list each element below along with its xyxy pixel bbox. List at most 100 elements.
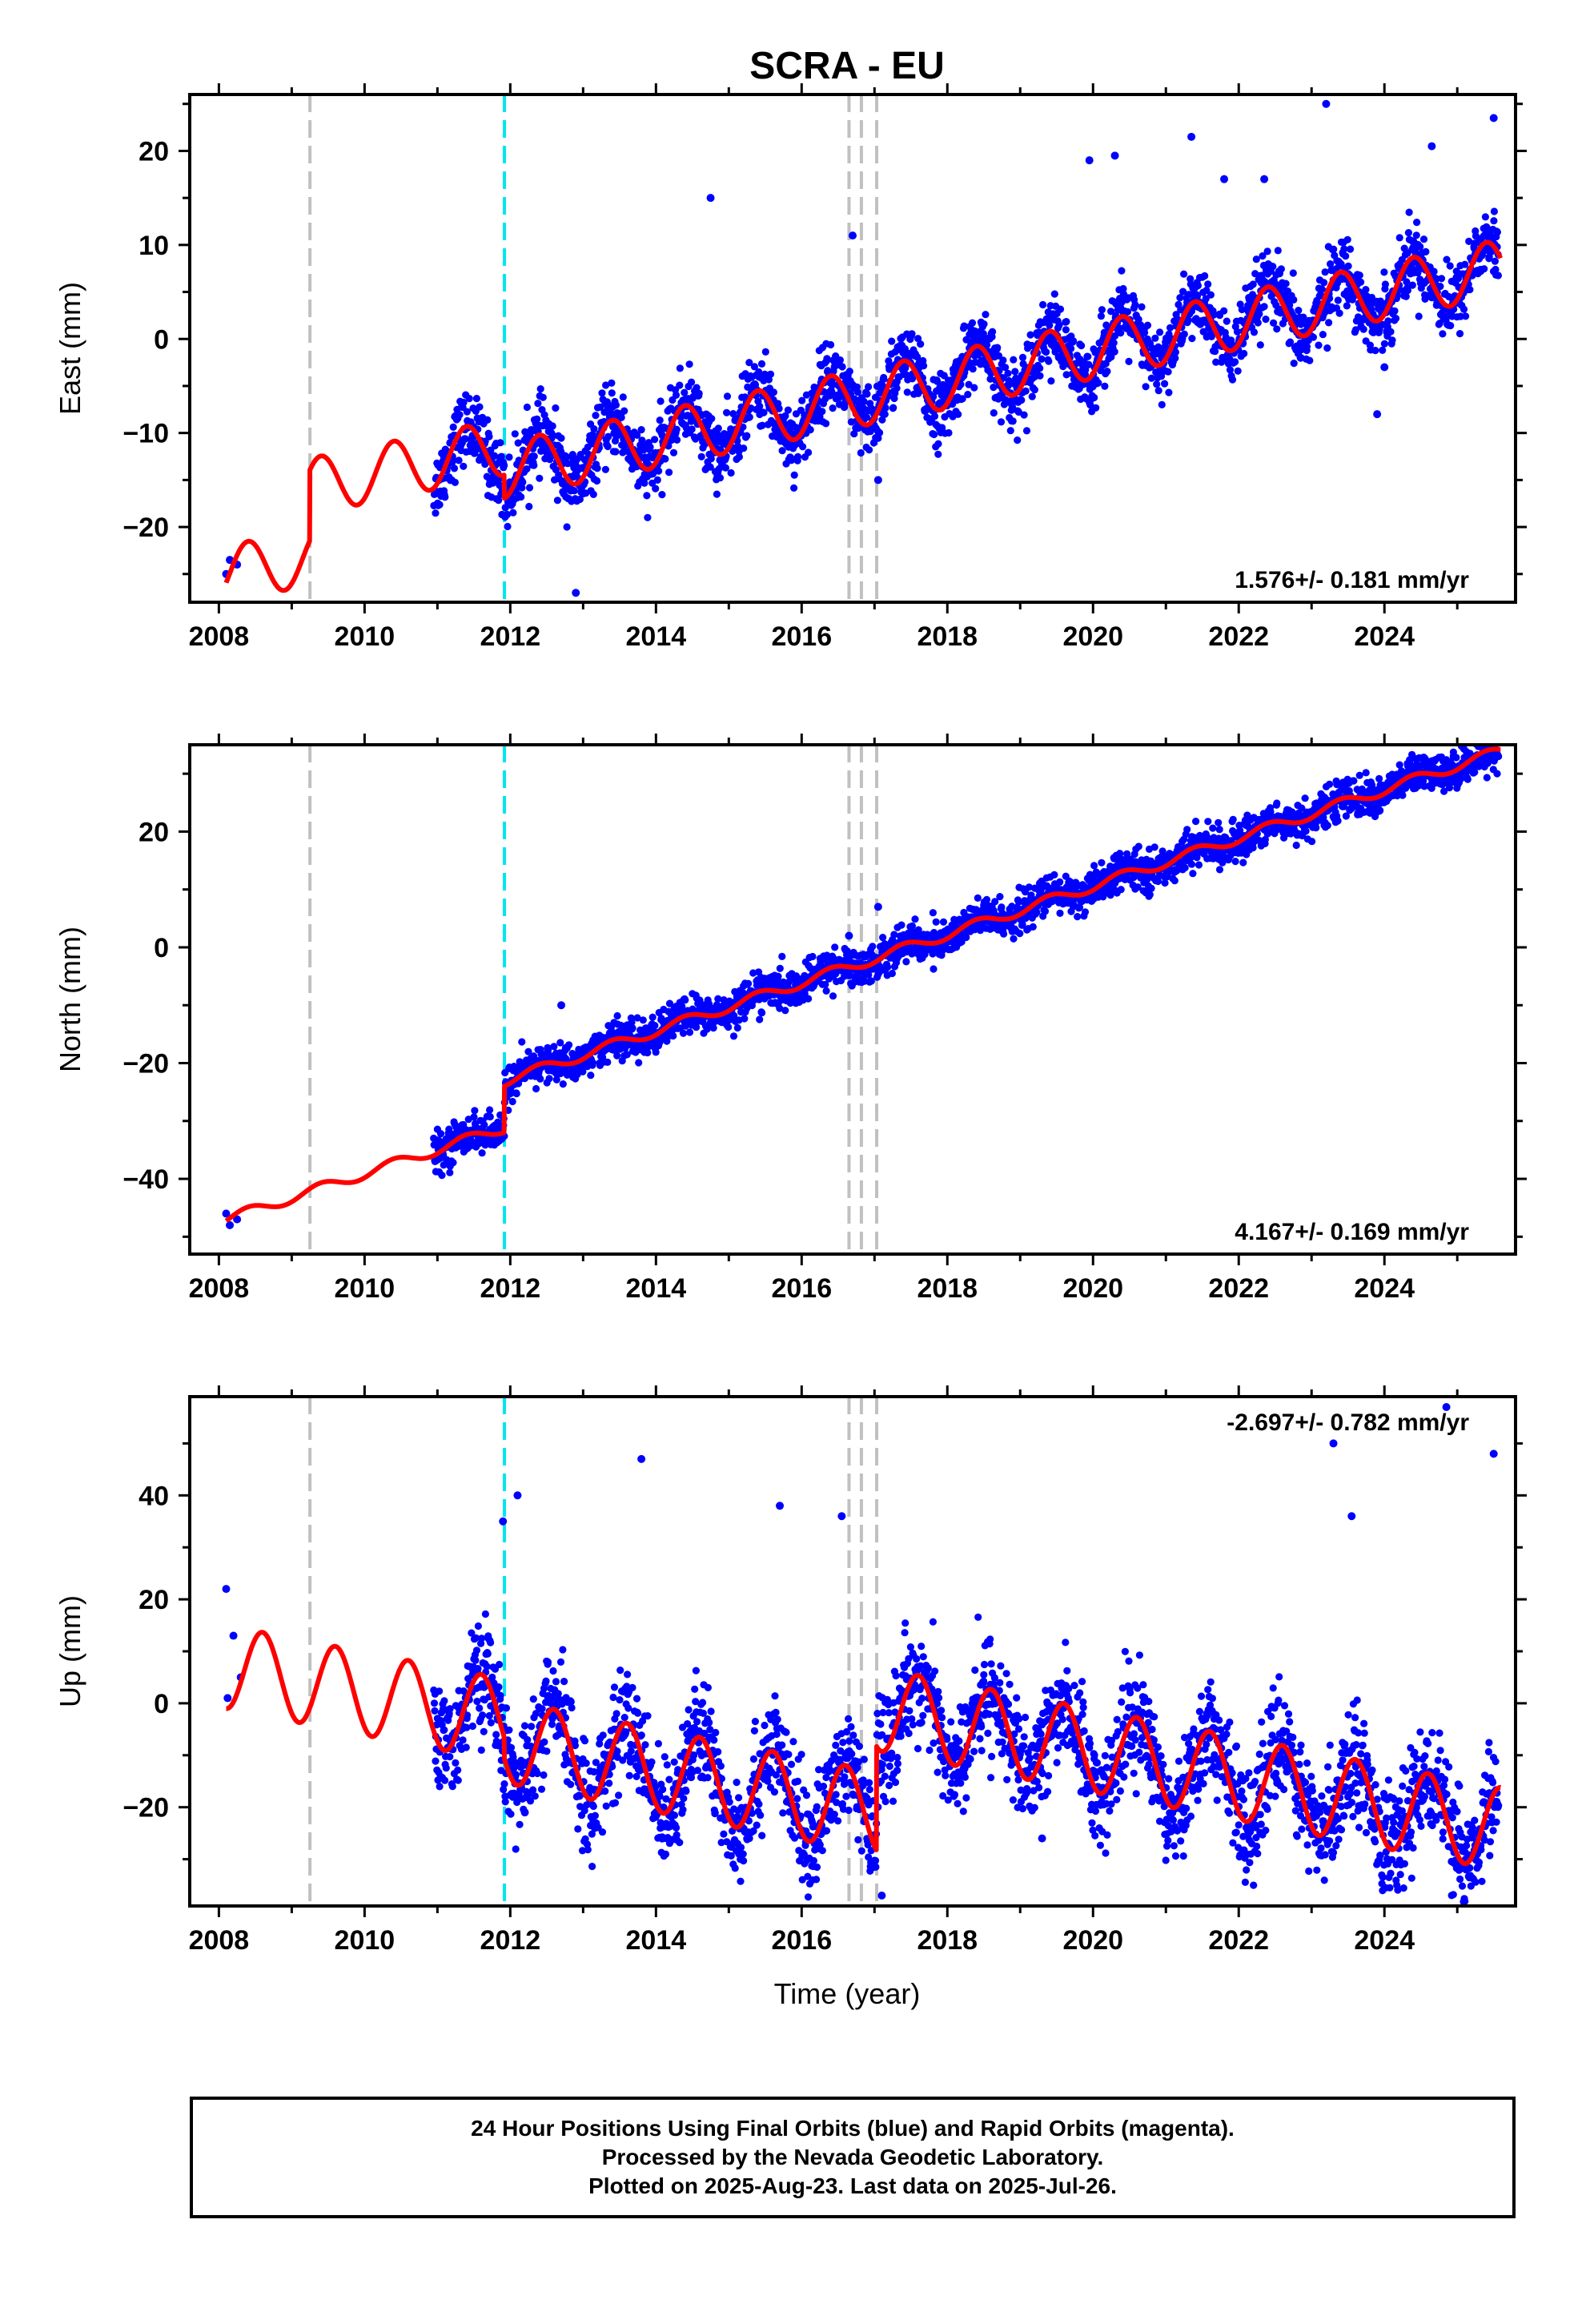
data-point bbox=[939, 918, 948, 926]
data-point bbox=[1387, 328, 1395, 336]
data-point bbox=[1062, 326, 1070, 334]
data-point bbox=[1029, 923, 1037, 931]
data-point bbox=[740, 444, 748, 452]
data-point bbox=[514, 439, 522, 447]
data-point bbox=[669, 1031, 677, 1040]
data-point bbox=[1201, 271, 1209, 280]
data-point bbox=[1041, 907, 1050, 915]
data-point bbox=[1103, 368, 1111, 376]
data-point bbox=[743, 432, 751, 440]
data-point bbox=[713, 490, 721, 498]
x-tick-label: 2012 bbox=[480, 621, 541, 652]
data-point bbox=[974, 894, 982, 902]
data-point bbox=[534, 400, 542, 408]
data-point bbox=[587, 1072, 595, 1080]
data-point bbox=[1010, 935, 1018, 943]
data-point bbox=[1161, 380, 1169, 388]
data-point bbox=[1181, 863, 1189, 872]
data-point bbox=[1026, 331, 1034, 339]
data-point bbox=[673, 425, 681, 433]
outlier-point bbox=[1373, 410, 1382, 419]
data-point bbox=[934, 440, 942, 448]
data-point bbox=[757, 360, 766, 368]
data-point bbox=[512, 1090, 520, 1098]
x-tick-label: 2020 bbox=[1062, 621, 1123, 652]
data-point bbox=[999, 356, 1007, 364]
data-point bbox=[917, 340, 925, 348]
data-point bbox=[1189, 870, 1197, 878]
data-point bbox=[604, 432, 612, 440]
data-point bbox=[806, 426, 814, 434]
data-point bbox=[455, 456, 463, 464]
data-point bbox=[1334, 296, 1342, 304]
data-point bbox=[1223, 317, 1231, 325]
data-point bbox=[500, 461, 508, 469]
data-point bbox=[1158, 400, 1166, 408]
data-point bbox=[1204, 280, 1212, 288]
data-point bbox=[449, 456, 457, 464]
data-point bbox=[1263, 247, 1271, 255]
data-point bbox=[688, 378, 696, 386]
data-point bbox=[1101, 382, 1109, 390]
data-point bbox=[1260, 303, 1268, 311]
data-point bbox=[655, 467, 663, 475]
data-point bbox=[735, 452, 744, 461]
data-point bbox=[889, 404, 897, 412]
data-point bbox=[1134, 842, 1142, 850]
outlier-point bbox=[1489, 114, 1498, 123]
data-point bbox=[1456, 330, 1464, 338]
data-point bbox=[1318, 285, 1326, 293]
data-point bbox=[1371, 347, 1379, 355]
data-point bbox=[1156, 328, 1164, 336]
data-point bbox=[1381, 280, 1389, 288]
data-point bbox=[1290, 296, 1298, 304]
panels: 2008 2010 2012 2014 2016 2018 2020 2022 2024−20−… bbox=[54, 83, 1527, 1956]
outlier-point bbox=[1110, 151, 1119, 160]
data-point bbox=[996, 893, 1004, 901]
data-point bbox=[1466, 286, 1474, 294]
data-point bbox=[1207, 291, 1215, 299]
data-point bbox=[1142, 383, 1150, 391]
data-point bbox=[1143, 321, 1152, 329]
data-point bbox=[938, 424, 946, 432]
data-point bbox=[505, 453, 513, 461]
data-point bbox=[809, 952, 817, 961]
data-point bbox=[557, 434, 565, 442]
data-point bbox=[688, 425, 696, 433]
data-point bbox=[651, 1022, 659, 1030]
data-point bbox=[881, 404, 889, 412]
data-point bbox=[962, 933, 970, 942]
data-point bbox=[838, 363, 846, 371]
data-point bbox=[681, 996, 689, 1004]
data-point bbox=[1138, 303, 1146, 311]
data-point bbox=[845, 368, 853, 376]
data-point bbox=[1094, 379, 1102, 387]
data-point bbox=[781, 412, 789, 420]
data-point bbox=[1090, 862, 1098, 870]
data-point bbox=[685, 360, 693, 368]
data-point bbox=[549, 432, 557, 440]
data-point bbox=[729, 409, 737, 418]
data-point bbox=[635, 1059, 643, 1067]
data-point bbox=[565, 1041, 573, 1049]
data-point bbox=[1262, 316, 1270, 324]
data-point bbox=[725, 1023, 733, 1031]
data-point bbox=[890, 931, 898, 939]
data-point bbox=[1004, 369, 1012, 377]
data-point bbox=[1204, 818, 1212, 826]
data-point bbox=[1028, 392, 1036, 400]
data-point bbox=[1408, 281, 1416, 289]
data-point bbox=[1326, 780, 1334, 788]
data-point bbox=[721, 464, 730, 472]
data-point bbox=[1220, 307, 1228, 315]
data-point bbox=[432, 509, 440, 517]
data-point bbox=[1391, 307, 1399, 315]
data-point bbox=[914, 335, 922, 343]
data-point bbox=[1357, 278, 1365, 286]
data-point bbox=[1254, 319, 1262, 327]
data-point bbox=[745, 979, 753, 987]
data-point bbox=[930, 412, 939, 420]
data-point bbox=[539, 393, 547, 401]
data-point bbox=[1154, 387, 1162, 395]
data-point bbox=[965, 380, 973, 388]
